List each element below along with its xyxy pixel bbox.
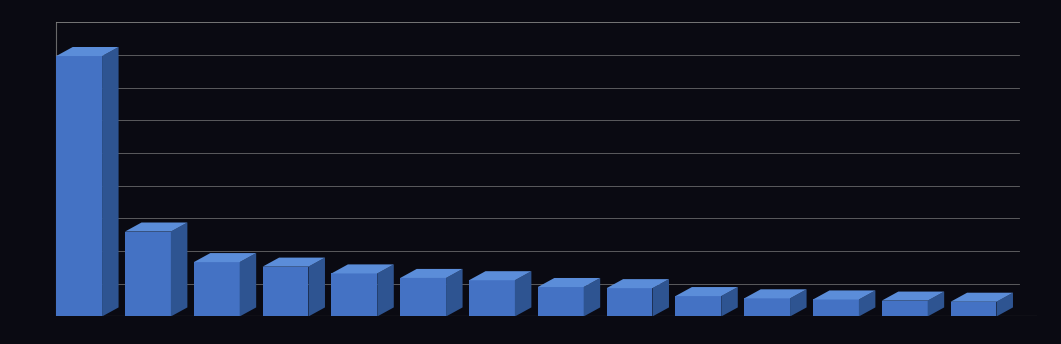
Polygon shape <box>813 290 875 300</box>
Polygon shape <box>331 273 378 316</box>
Polygon shape <box>309 258 325 316</box>
Polygon shape <box>607 288 653 316</box>
Polygon shape <box>538 287 584 316</box>
Polygon shape <box>171 223 188 316</box>
Polygon shape <box>263 267 309 316</box>
Polygon shape <box>102 47 119 316</box>
Polygon shape <box>400 278 446 316</box>
Polygon shape <box>882 292 944 301</box>
Polygon shape <box>240 253 256 316</box>
Polygon shape <box>469 271 532 280</box>
Polygon shape <box>721 287 737 316</box>
Polygon shape <box>446 269 463 316</box>
Polygon shape <box>676 287 737 296</box>
Polygon shape <box>469 280 515 316</box>
Polygon shape <box>676 296 721 316</box>
Polygon shape <box>56 47 119 56</box>
Polygon shape <box>927 292 944 316</box>
Polygon shape <box>607 279 669 288</box>
Polygon shape <box>653 279 669 316</box>
Polygon shape <box>858 290 875 316</box>
Polygon shape <box>515 271 532 316</box>
Polygon shape <box>996 293 1013 316</box>
Polygon shape <box>813 300 858 316</box>
Polygon shape <box>400 269 463 278</box>
Polygon shape <box>790 289 806 316</box>
Polygon shape <box>331 265 394 273</box>
Polygon shape <box>56 56 102 316</box>
Polygon shape <box>744 298 790 316</box>
Polygon shape <box>882 301 927 316</box>
Polygon shape <box>378 265 394 316</box>
Polygon shape <box>263 258 325 267</box>
Polygon shape <box>744 289 806 298</box>
Polygon shape <box>194 253 256 262</box>
Polygon shape <box>951 293 1013 302</box>
Polygon shape <box>951 302 996 316</box>
Polygon shape <box>125 232 171 316</box>
Polygon shape <box>538 278 601 287</box>
Polygon shape <box>584 278 601 316</box>
Polygon shape <box>125 223 188 232</box>
Polygon shape <box>194 262 240 316</box>
